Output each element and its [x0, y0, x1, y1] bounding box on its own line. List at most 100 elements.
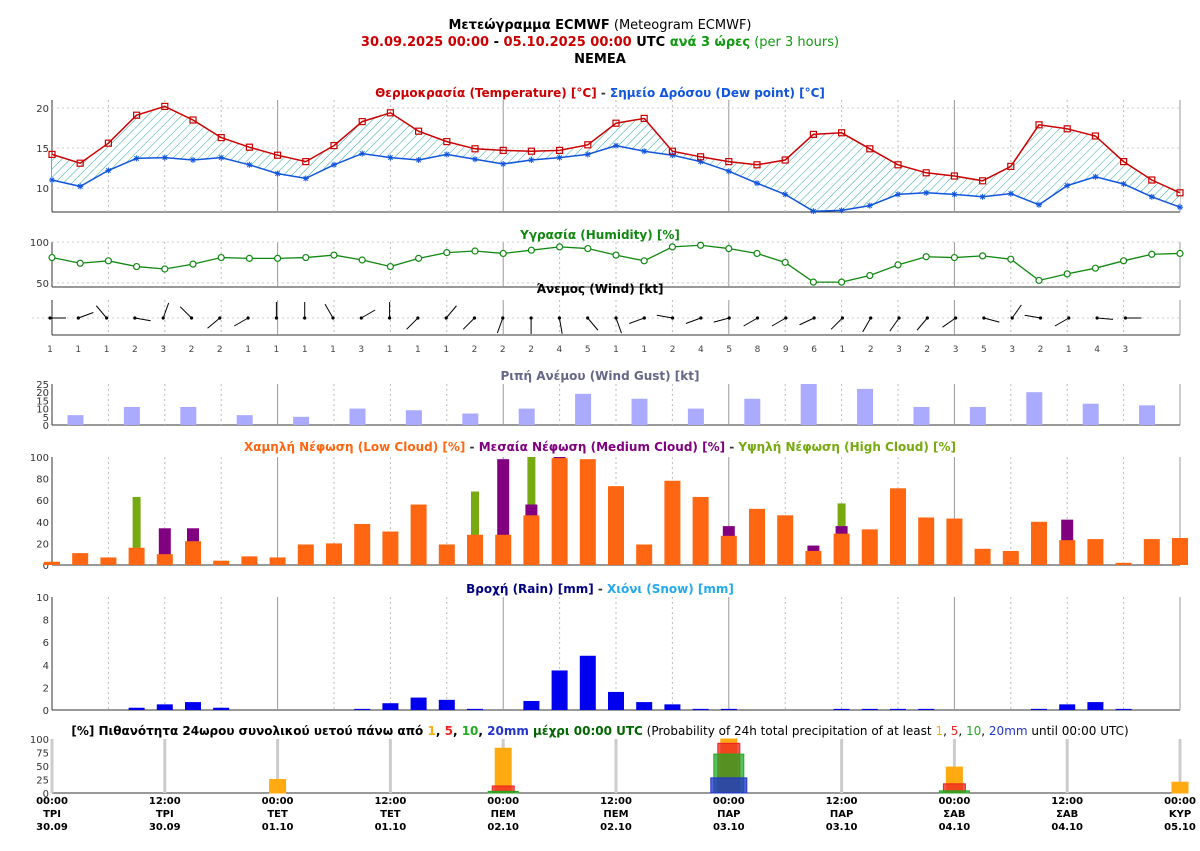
temperature-point	[950, 172, 959, 180]
low-cloud-bar	[777, 515, 794, 565]
cloud-y-tick-label: 60	[36, 496, 49, 507]
rain-bar	[664, 704, 681, 710]
temperature-point	[866, 145, 874, 153]
rain-bar	[833, 708, 850, 710]
gust-panel-title: Ριπή Ανέμου (Wind Gust) [kt]	[501, 369, 700, 383]
dewpoint-point	[500, 161, 507, 167]
header-tz: UTC	[631, 35, 670, 50]
rain-bar	[579, 655, 596, 710]
time-axis-time: 00:00	[938, 796, 970, 807]
dewpoint-point	[556, 154, 563, 161]
rain-title-part: Βροχή (Rain) [mm]	[466, 582, 594, 596]
wind-barb-dot	[388, 316, 392, 320]
wind-barb	[1024, 314, 1041, 319]
temperature-point	[612, 119, 620, 127]
temperature-line	[51, 105, 1181, 194]
dewpoint-marker-stroke	[726, 168, 732, 174]
temperature-point	[1007, 162, 1015, 170]
temperature-point	[330, 142, 338, 150]
low-cloud-bar	[128, 547, 145, 565]
dewpoint-marker-stroke	[1036, 202, 1042, 208]
rain-bar	[438, 699, 455, 710]
gust-bar	[631, 398, 648, 425]
temperature-point	[1148, 176, 1156, 184]
dewpoint-marker-stroke	[162, 155, 168, 161]
wind-speed-label: 4	[557, 345, 563, 355]
rain-bar	[128, 707, 145, 710]
wind-barb	[713, 317, 730, 323]
time-axis-date: 30.09	[36, 822, 68, 833]
humidity-point	[415, 254, 423, 262]
humidity-point	[640, 257, 648, 265]
low-cloud-bar	[213, 560, 230, 565]
header-every-en: (per 3 hours)	[750, 35, 840, 50]
rain-title-part: -	[594, 582, 607, 596]
temperature-point	[133, 111, 141, 119]
temperature-point	[640, 114, 648, 123]
time-axis-date: 02.10	[600, 822, 632, 833]
low-cloud-bar	[946, 518, 963, 565]
time-axis-time: 12:00	[1051, 796, 1083, 807]
wind-speed-label: 6	[811, 345, 817, 355]
humidity-point	[471, 247, 479, 255]
dewpoint-point	[1148, 193, 1155, 200]
wind-barb	[324, 303, 334, 319]
low-cloud-bar	[974, 548, 991, 565]
prob-bar-20mm	[710, 777, 748, 794]
wind-barb-dot	[189, 316, 194, 320]
time-axis-time: 12:00	[374, 796, 406, 807]
wind-speed-label: 3	[1123, 345, 1129, 355]
humidity-point	[612, 251, 620, 259]
wind-barb	[134, 317, 151, 322]
temperature-point	[189, 116, 197, 124]
gust-bar	[800, 384, 817, 425]
wind-barb-dot	[444, 316, 448, 320]
rain-y-tick-label: 0	[43, 706, 49, 717]
prob-bar-10	[938, 790, 970, 794]
humidity-point	[894, 261, 902, 269]
prob-title-part: until 00:00 UTC)	[1028, 724, 1129, 738]
wind-speed-label: 9	[783, 345, 789, 355]
dewpoint-marker-stroke	[49, 177, 55, 183]
cloud-y-tick-label: 20	[36, 539, 49, 550]
prob-y-tick-label: 100	[30, 735, 49, 746]
dewpoint-marker-stroke	[303, 175, 309, 181]
gust-bar	[123, 406, 140, 425]
wind-speed-label: 2	[472, 345, 478, 355]
wind-barb-dot	[727, 316, 731, 320]
time-axis-time: 00:00	[1164, 796, 1196, 807]
temperature-point	[274, 151, 282, 159]
rain-y-tick-label: 2	[43, 683, 49, 694]
temperature-point	[978, 177, 987, 185]
gust-bar	[67, 415, 84, 425]
dewpoint-point	[105, 167, 112, 174]
low-cloud-bar	[551, 458, 568, 565]
dewpoint-marker-stroke	[359, 151, 365, 157]
wind-barb-dot	[359, 316, 363, 320]
time-axis-date: 03.10	[826, 822, 858, 833]
gust-y-tick-label: 0	[43, 421, 49, 432]
humidity-point	[76, 259, 84, 267]
dewpoint-point	[443, 151, 450, 158]
temperature-point	[471, 145, 479, 153]
gust-bar	[349, 408, 366, 425]
wind-speed-label: 1	[415, 345, 421, 355]
dewpoint-point	[613, 142, 619, 149]
dewpoint-point	[359, 150, 366, 157]
temperature-point	[922, 169, 930, 177]
wind-barb	[830, 317, 843, 330]
wind-barb-dot	[840, 316, 845, 320]
cloud-y-tick-label: 100	[30, 453, 49, 464]
low-cloud-bar	[241, 556, 258, 565]
wind-barb	[207, 317, 221, 329]
humidity-point	[104, 257, 113, 265]
gust-bar	[1082, 403, 1099, 425]
temperature-point	[725, 158, 733, 166]
wind-barb	[889, 317, 900, 332]
time-axis-time: 00:00	[487, 796, 519, 807]
humidity-point	[217, 253, 225, 262]
time-axis-time: 12:00	[600, 796, 632, 807]
temperature-point	[1091, 132, 1100, 140]
wind-speed-label: 1	[443, 345, 449, 355]
